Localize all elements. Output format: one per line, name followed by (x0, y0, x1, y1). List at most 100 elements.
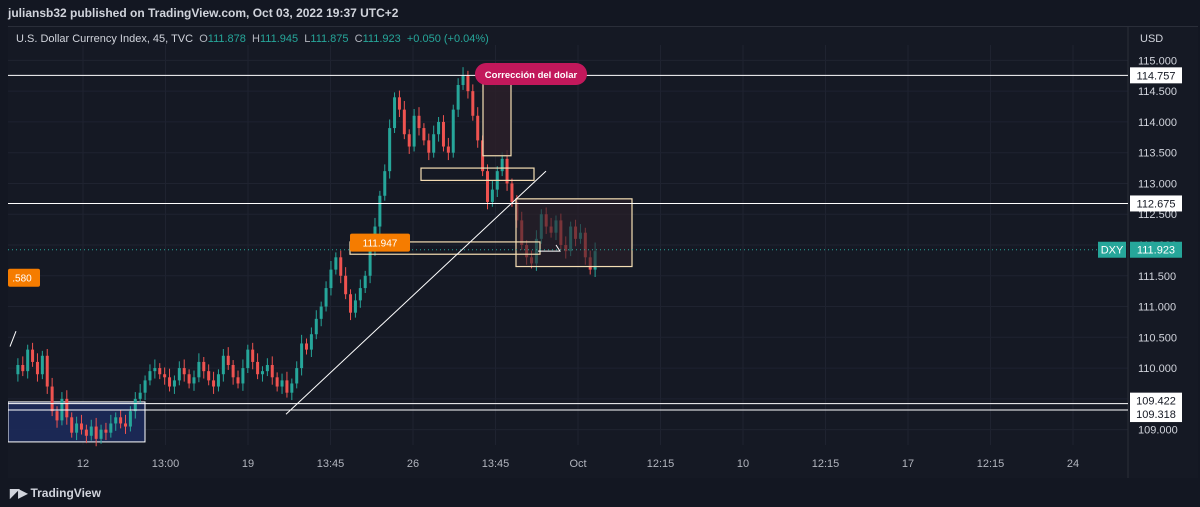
candle-body (275, 377, 279, 387)
candle-body (510, 183, 514, 202)
candle-body (50, 386, 54, 412)
candle-body (212, 380, 216, 387)
candle-body (124, 423, 128, 427)
candle-body (412, 115, 416, 147)
price-level-badge (1130, 195, 1182, 212)
candle-body (324, 288, 328, 307)
candle-body (35, 361, 39, 375)
candle-body (285, 380, 289, 393)
candle-body (490, 189, 494, 202)
candle-body (133, 398, 137, 412)
tradingview-brand[interactable]: ◤▶ TradingView (10, 486, 101, 500)
candle-body (216, 374, 220, 387)
open-value: 111.878 (207, 33, 246, 45)
x-tick-label: 12:15 (647, 458, 675, 470)
candle-body (172, 380, 176, 387)
candle-body (26, 349, 30, 372)
candle-body (202, 361, 206, 372)
candle-body (280, 380, 284, 387)
y-tick-label: 113.500 (1138, 148, 1177, 160)
candle-body (21, 365, 25, 372)
candle-body (368, 251, 372, 276)
high-label: H (252, 33, 260, 45)
x-tick-label: 13:00 (152, 458, 180, 470)
supply-zone-mid (420, 167, 535, 181)
price-level-label: 109.318 (1136, 409, 1176, 421)
chart-area[interactable]: 12 13:00 19 13:45 26 13:45 Oct 12:15 10 12:15 17 12… (8, 26, 1198, 479)
candle-body (309, 334, 313, 350)
candle-body (16, 365, 20, 375)
candle-body (505, 158, 509, 184)
candle-body (45, 355, 49, 387)
candle-body (451, 109, 455, 153)
candle-body (246, 349, 250, 369)
open-label: O (199, 33, 208, 45)
candle-body (437, 121, 441, 135)
candle-body (402, 109, 406, 135)
candle-body (89, 426, 93, 436)
candle-body (349, 294, 353, 313)
candle-body (70, 417, 74, 433)
published-info: juliansb32 published on TradingView.com,… (8, 6, 399, 20)
y-tick-label: 111.500 (1138, 271, 1176, 283)
x-tick-label: 13:45 (482, 458, 510, 470)
y-tick-label: 114.500 (1138, 86, 1177, 98)
y-tick-label: 113.000 (1138, 178, 1177, 190)
candle-body (397, 97, 401, 110)
candle-body (207, 371, 211, 381)
candle-body (485, 171, 489, 202)
candle-body (417, 115, 421, 129)
x-tick-label: 12 (77, 458, 89, 470)
candle-body (177, 368, 181, 381)
price-level-label: 109.422 (1136, 396, 1176, 408)
top-bar (0, 0, 1200, 26)
brand-label: TradingView (30, 486, 101, 500)
price-level-badge (1130, 67, 1182, 84)
y-tick-label: 111.000 (1138, 302, 1176, 314)
candle-body (187, 374, 191, 384)
price-level-badge (1130, 392, 1182, 409)
symbol-name: U.S. Dollar Currency Index, 45, TVC (16, 33, 194, 45)
x-tick-label: 13:45 (317, 458, 345, 470)
candle-body (344, 275, 348, 295)
y-tick-label: 112.500 (1138, 209, 1177, 221)
trend-line (285, 170, 547, 415)
candle-body (251, 349, 255, 362)
x-tick-label: 10 (737, 458, 749, 470)
candle-body (138, 392, 142, 399)
candle-body (329, 269, 333, 289)
candle-body (260, 371, 264, 375)
candle-body (236, 377, 240, 384)
candle-body (192, 377, 196, 384)
price-chart[interactable]: 12 13:00 19 13:45 26 13:45 Oct 12:15 10 12:15 17 12… (8, 27, 1198, 479)
candle-body (358, 288, 362, 301)
low-label: L (304, 33, 311, 45)
candle-body (158, 368, 162, 375)
candle-body (407, 134, 411, 147)
candle-body (168, 377, 172, 387)
close-value: 111.923 (362, 33, 401, 45)
candle-body (378, 195, 382, 227)
orange-price-text-left: .580 (12, 274, 32, 285)
y-tick-label: 114.000 (1138, 117, 1177, 129)
y-tick-label: 109.000 (1138, 425, 1178, 437)
candle-body (461, 75, 465, 85)
candle-body (471, 91, 475, 116)
y-tick-label: 110.500 (1138, 332, 1177, 344)
x-tick-label: 26 (407, 458, 419, 470)
candle-body (300, 343, 304, 369)
candle-body (94, 426, 98, 439)
y-tick-label: 115.000 (1138, 55, 1177, 67)
symbol-badge-label: DXY (1101, 245, 1124, 257)
x-tick-label: 19 (242, 458, 254, 470)
orange-price-label-left (8, 268, 40, 287)
candle-body (182, 368, 186, 375)
candle-body (476, 115, 480, 141)
candle-body (270, 365, 274, 378)
candle-body (153, 368, 157, 372)
candle-body (163, 374, 167, 378)
x-tick-label: 17 (902, 458, 914, 470)
candle-body (99, 429, 103, 439)
candle-body (241, 368, 245, 384)
candle-body (143, 380, 147, 393)
